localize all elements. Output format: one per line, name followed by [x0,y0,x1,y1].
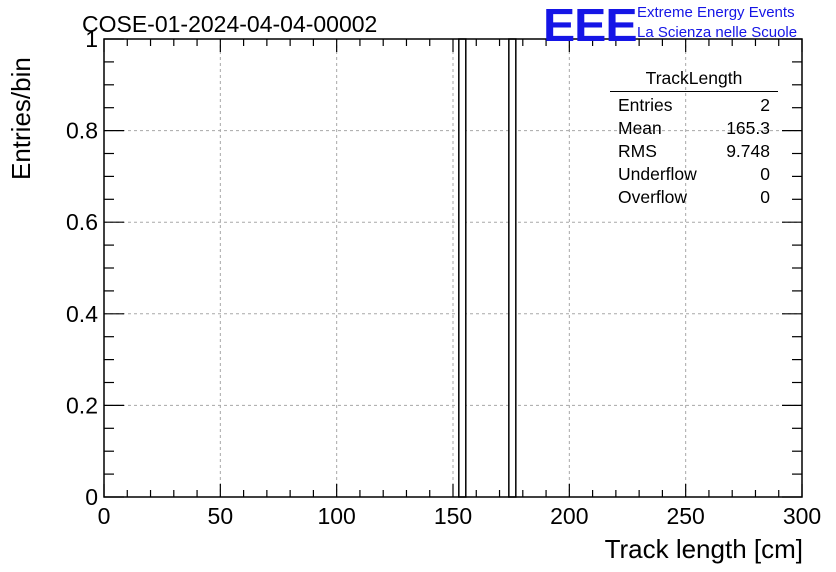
axis-ticks [103,38,803,498]
stats-value: 9.748 [726,141,770,161]
stats-title: TrackLength [610,68,778,92]
stats-value: 0 [760,164,770,184]
stats-value: 165.3 [726,118,770,138]
plot-title: COSE-01-2024-04-04-00002 [82,11,378,37]
stats-row-mean: Mean 165.3 [610,117,778,140]
stats-row-entries: Entries 2 [610,94,778,117]
stats-label: Underflow [618,164,697,184]
stats-label: Overflow [618,187,688,207]
y-axis-label: Entries/bin [6,57,36,180]
x-tick-label: 150 [434,503,472,529]
stats-label: RMS [618,141,657,161]
histogram-bars [458,38,517,498]
stats-value: 0 [760,187,770,207]
stats-row-overflow: Overflow 0 [610,186,778,209]
stats-row-rms: RMS 9.748 [610,140,778,163]
x-tick-label: 100 [317,503,355,529]
stats-box: TrackLength Entries 2 Mean 165.3 RMS 9.7… [610,68,778,209]
stats-label: Entries [618,95,673,115]
y-tick-label: 0.8 [66,118,98,144]
stats-row-underflow: Underflow 0 [610,163,778,186]
plot-frame [103,38,803,498]
x-tick-label: 300 [783,503,821,529]
y-tick-label: 0.4 [66,301,98,327]
x-tick-label: 200 [550,503,588,529]
stats-label: Mean [618,118,662,138]
y-tick-label: 0 [85,484,98,510]
stats-value: 2 [760,95,770,115]
y-tick-label: 0.6 [66,209,98,235]
x-tick-label: 0 [98,503,111,529]
logo-caption-line1: Extreme Energy Events [637,4,795,21]
logo-caption-line2: La Scienza nelle Scuole [637,24,798,41]
y-tick-label: 0.2 [66,392,98,418]
eee-logo: EEE [543,0,638,51]
x-tick-label: 50 [208,503,234,529]
histogram-bar [458,38,467,498]
x-axis-label: Track length [cm] [604,534,803,564]
histogram-bar [508,38,517,498]
y-tick-label: 1 [85,26,98,52]
x-tick-label: 250 [666,503,704,529]
